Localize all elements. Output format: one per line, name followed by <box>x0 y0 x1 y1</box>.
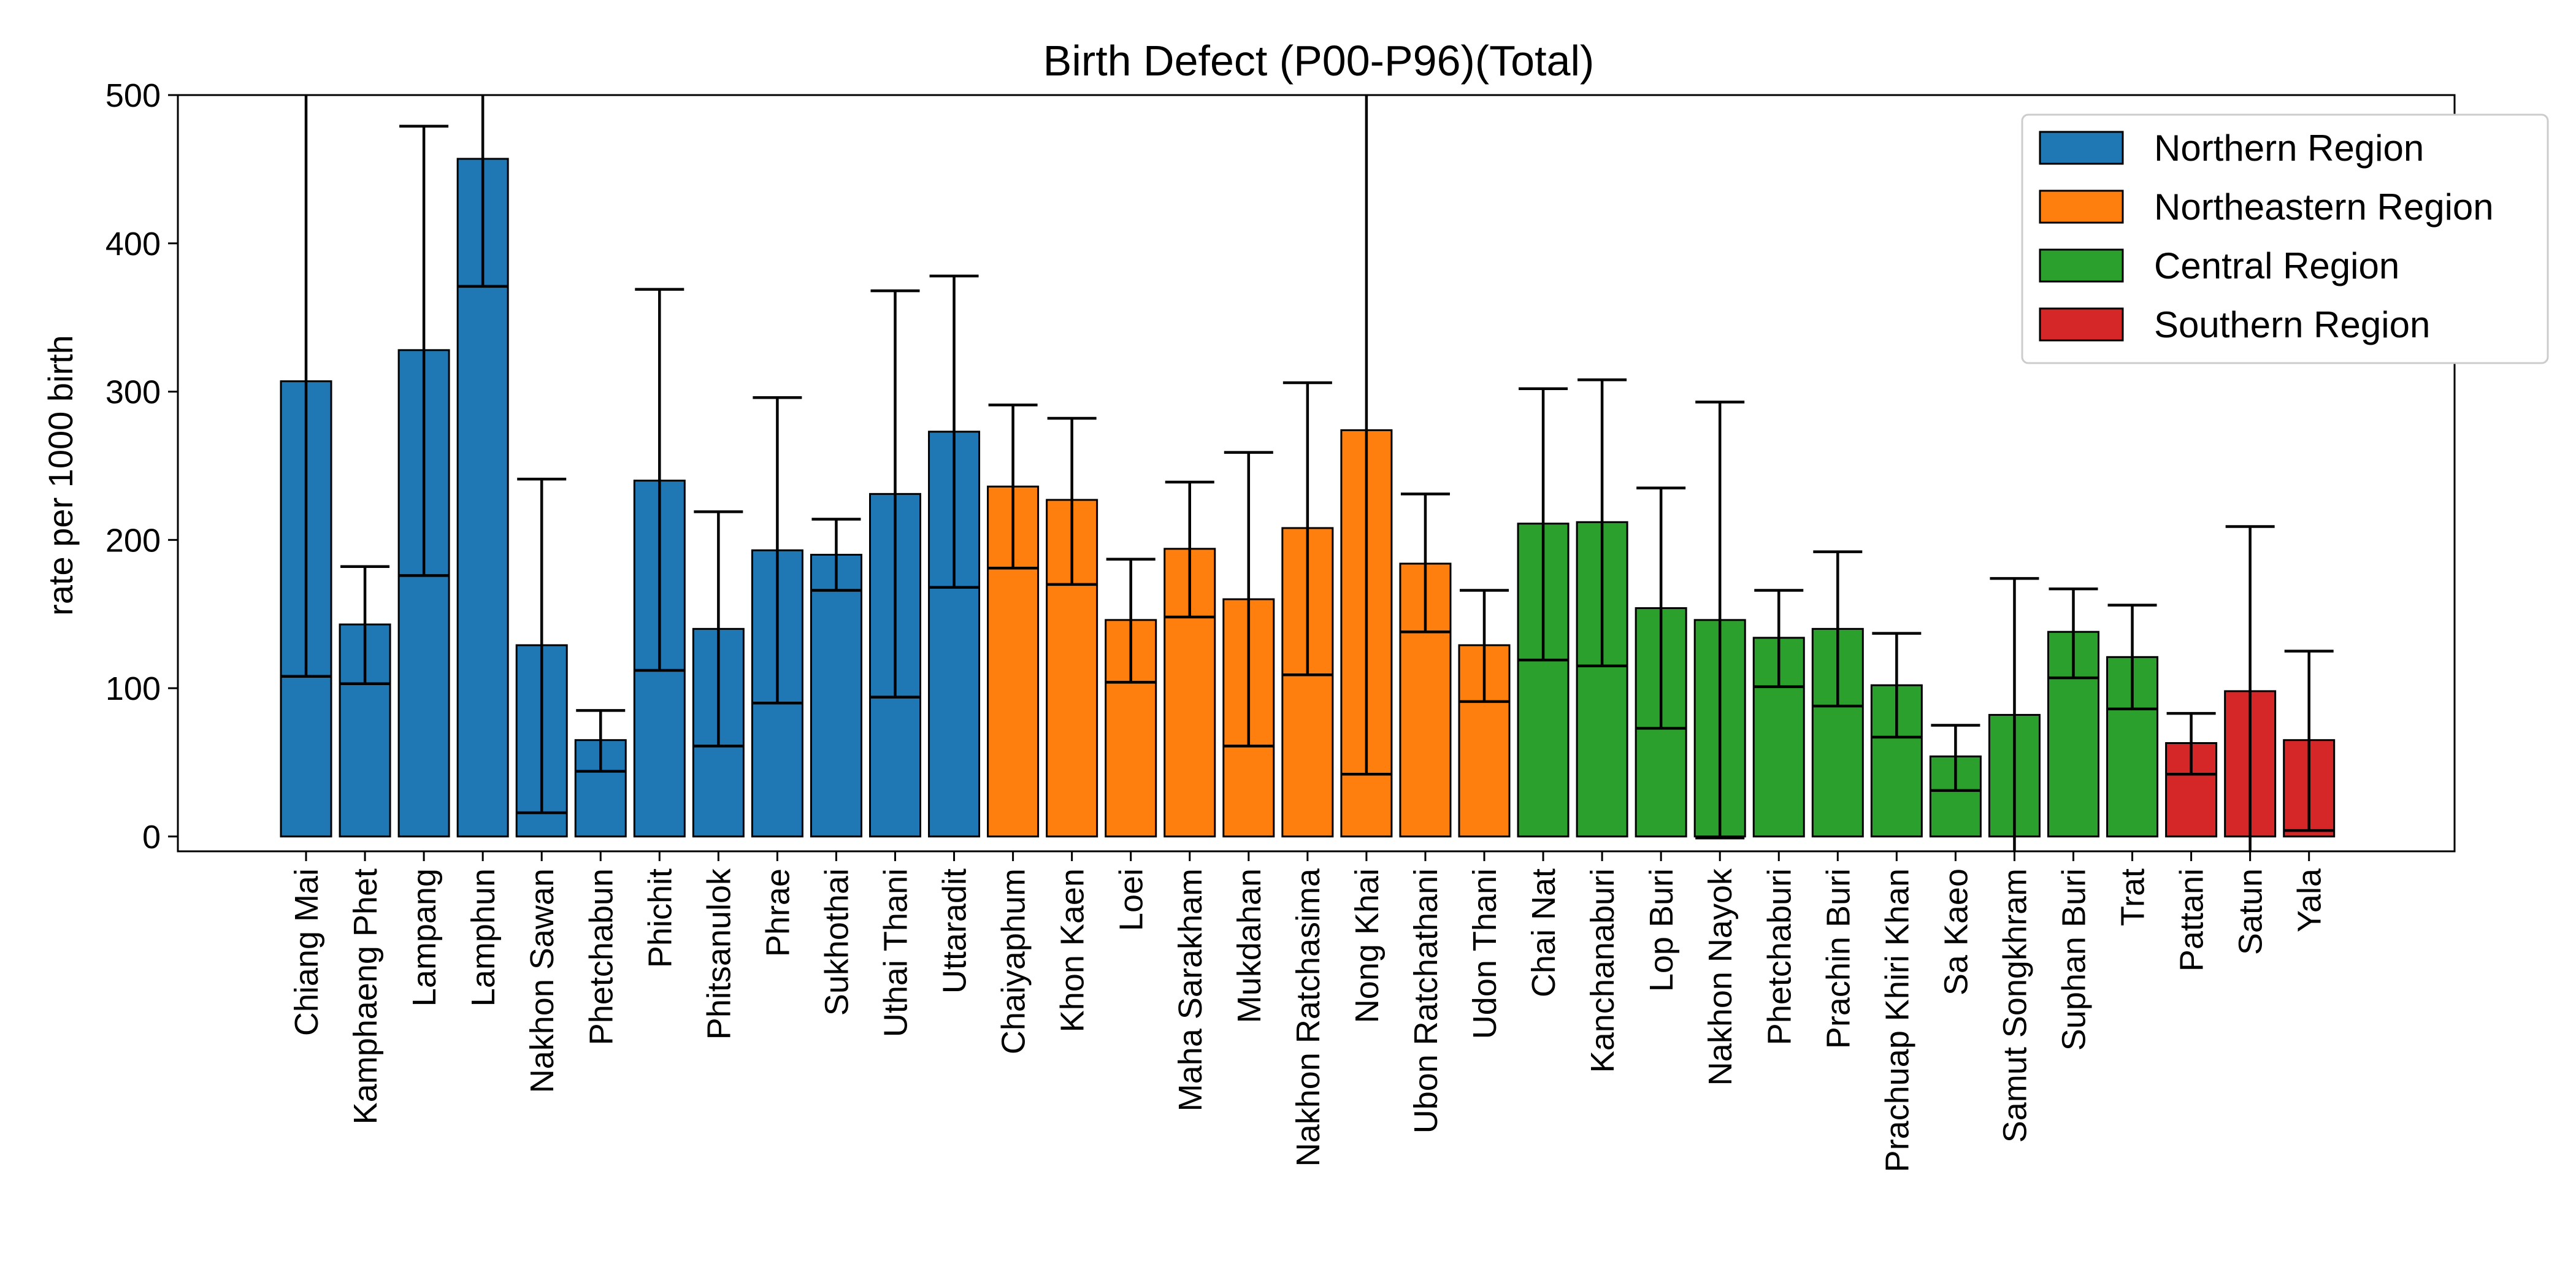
x-tick-label: Udon Thani <box>1466 868 1503 1039</box>
x-tick-label: Chiang Mai <box>288 868 325 1036</box>
x-tick-label: Phichit <box>642 868 678 968</box>
x-tick-label: Maha Sarakham <box>1172 868 1209 1111</box>
x-tick-label: Uthai Thani <box>878 868 914 1037</box>
x-tick-label: Uttaradit <box>937 868 973 994</box>
x-tick-label: Phrae <box>759 868 796 957</box>
x-tick-label: Mukdahan <box>1231 868 1268 1023</box>
x-tick-label: Kamphaeng Phet <box>347 868 384 1124</box>
x-tick-label: Lop Buri <box>1643 868 1680 992</box>
y-tick-label: 300 <box>105 374 161 411</box>
x-tick-label: Loei <box>1113 868 1150 931</box>
x-tick-label: Nakhon Sawan <box>524 868 561 1093</box>
x-tick-label: Yala <box>2291 868 2328 932</box>
plot-frame <box>177 94 2456 853</box>
y-tick-label: 500 <box>105 77 161 114</box>
legend-box <box>2021 113 2549 364</box>
x-tick-label: Sa Kaeo <box>1938 868 1974 995</box>
x-tick-label: Kanchanaburi <box>1584 868 1621 1073</box>
x-tick-label: Nakhon Nayok <box>1702 868 1739 1086</box>
legend-swatch <box>2039 131 2124 165</box>
legend-swatch <box>2039 307 2124 342</box>
x-tick-label: Nong Khai <box>1349 868 1386 1023</box>
x-tick-label: Phetchabun <box>583 868 619 1045</box>
chart-title: Birth Defect (P00-P96)(Total) <box>1043 37 1595 85</box>
legend-swatch <box>2039 190 2124 224</box>
x-tick-label: Sukhothai <box>818 868 855 1016</box>
legend-label: Central Region <box>2154 245 2399 286</box>
x-axis: Chiang Mai Kamphaeng Phet Lampang Lamphun Na… <box>288 851 2328 1172</box>
x-tick-label: Prachuap Khiri Khan <box>1879 868 1915 1172</box>
x-tick-label: Trat <box>2115 868 2152 926</box>
x-tick-label: Phitsanulok <box>700 868 737 1040</box>
y-tick-label: 400 <box>105 226 161 263</box>
y-tick-label: 0 <box>142 819 161 856</box>
legend-label: Northern Region <box>2154 128 2424 169</box>
y-tick-label: 100 <box>105 670 161 707</box>
error-bars <box>282 95 2334 851</box>
x-tick-label: Chaiyaphum <box>995 868 1032 1054</box>
x-tick-label: Suphan Buri <box>2056 868 2093 1051</box>
legend-label: Southern Region <box>2154 304 2430 345</box>
x-tick-label: Satun <box>2233 868 2269 955</box>
x-tick-label: Phetchaburi <box>1761 868 1798 1045</box>
legend: Northern Region Northeastern Region Centra… <box>2021 113 2549 364</box>
x-tick-label: Pattani <box>2174 868 2210 972</box>
x-tick-label: Khon Kaen <box>1054 868 1091 1032</box>
x-tick-label: Ubon Ratchathani <box>1408 868 1444 1133</box>
x-tick-label: Prachin Buri <box>1820 868 1857 1049</box>
y-axis-label: rate per 1000 birth <box>41 335 80 616</box>
y-axis: 0 100 200 300 400 500 <box>105 77 178 856</box>
x-tick-label: Lampang <box>406 868 443 1006</box>
legend-swatch <box>2039 248 2124 283</box>
x-tick-label: Chai Nat <box>1525 868 1562 997</box>
x-tick-label: Samut Songkhram <box>1996 868 2033 1143</box>
legend-label: Northeastern Region <box>2154 186 2494 228</box>
x-tick-label: Lamphun <box>465 868 502 1006</box>
x-tick-label: Nakhon Ratchasima <box>1290 868 1327 1167</box>
bar <box>810 553 862 838</box>
y-tick-label: 200 <box>105 522 161 559</box>
